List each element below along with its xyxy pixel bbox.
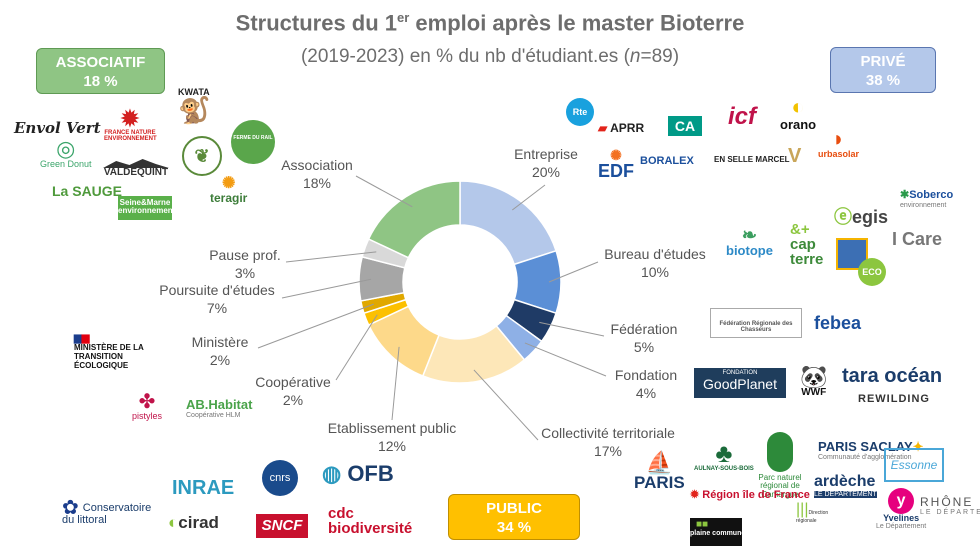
label-cooperative: Coopérative 2% [255,374,331,408]
logo-drieat: |||Direction régionale [796,501,829,524]
logo-ofb: ◍ OFB [322,461,394,486]
logo-wwf: 🐼 WWF [800,364,828,398]
leader-line [548,261,599,283]
logo-orano: ◐ orano [780,94,817,132]
logo-yvelines: y Yvelines Le Département [876,488,926,531]
leader-line [524,342,607,377]
label-association: Association 18% [281,157,353,191]
logo-i-care: I Care [892,229,943,249]
logo-seine-marne: Seine&Marne environnement [118,196,175,220]
logo-conservatoire: ✿ Conservatoire du littoral [62,497,152,526]
leader-line [473,369,539,441]
logo-cirad: ◐cirad [168,513,219,532]
label-poursuite-etudes: Poursuite d'études 7% [159,282,275,316]
label-pause-prof: Pause prof. 3% [209,247,281,281]
logo-icf: icf [728,103,757,130]
leader-line [285,251,377,263]
logo-eco: ECO [858,258,886,286]
logo-nature-leaf: ❦ [182,136,222,176]
logo-vv: V [788,145,802,167]
logo-paris: ⛵ PARIS [634,450,685,492]
logo-febea: febea [814,313,862,333]
logo-envol-vert: Envol Vert [14,119,101,137]
logo-camargue: Parc naturel régional de Camargue [754,432,806,499]
label-ministere: Ministère 2% [191,334,249,368]
logo-egis: ⓔegis [834,207,889,227]
label-bureau-etudes: Bureau d'études 10% [604,246,706,280]
logo-tara-ocean: tara océan [842,365,943,387]
logo-kwata: KWATA 🐒 [178,87,211,126]
logo-soberco: ✱Soberco environnement [900,189,954,209]
logo-ca: CA [668,116,702,136]
logo-boralex: BORALEX [640,155,694,167]
logo-rewilding: REWILDING [858,393,930,405]
logo-idf: ✹ Région île de France [690,489,810,501]
donut-slice-entreprise [459,180,558,266]
label-etablissement-public: Etablissement public 12% [327,420,457,454]
logo-fne: ✹ FRANCE NATURE ENVIRONNEMENT [104,106,157,143]
logo-ministere: ▆▆ MINISTÈRE DE LA TRANSITION ÉCOLOGIQUE [74,333,144,371]
label-fondation: Fondation 4% [614,367,678,401]
logo-essonne: Essonne [884,448,944,482]
badge-prive: PRIVÉ 38 % [830,47,936,93]
leader-line [355,175,413,208]
badge-associatif: ASSOCIATIF 18 % [36,48,165,94]
logo-valdequint: VALDEQUINT [103,158,169,179]
logo-cnrs: cnrs [262,460,298,496]
leader-line [391,346,400,421]
label-collectivite: Collectivité territoriale 17% [541,425,675,459]
chart-title: Structures du 1er emploi après le master… [235,10,745,36]
logo-la-sauge: La SAUGE [52,183,123,199]
logo-solar-panel [836,238,868,270]
logo-inrae: INRAE [172,477,235,499]
donut-slice-association [367,180,461,259]
logo-aulnay: ♣ AULNAY-SOUS-BOIS [694,438,754,472]
chart-subtitle: (2019-2023) en % du nb d'étudiant.es (n=… [300,46,680,67]
leader-line [512,184,546,211]
logo-green-donut: ◎ Green Donut [40,136,92,169]
logo-plaine-commune: ■■ plaine commune [690,518,745,546]
leader-line [257,303,374,349]
logo-cap-terre: &+ cap terre [790,221,824,268]
logo-ferme-du-rail: FERME DU RAIL [231,120,275,164]
logo-edf: ✺ EDF [598,147,634,181]
logo-urbasolar: ◗ urbasolar [818,126,860,159]
logo-aprr: ▰ APRR [598,121,645,135]
leader-line [281,278,372,299]
logo-pistyles: ✤ pistyles [132,391,163,421]
logo-goodplanet: FONDATION GoodPlanet [694,368,786,398]
logo-sncf: SNCF [256,514,308,538]
logo-teragir: ✺ teragir [210,175,248,205]
logo-rte: Rte [566,98,594,126]
leader-line [335,314,378,381]
logo-biotope: ❧ biotope [726,225,773,258]
logo-ardeche: ardèche LE DÉPARTEMENT [814,473,877,499]
logo-ab-habitat: AB.Habitat Coopérative HLM [186,397,253,419]
logo-cdc: cdc biodiversité [328,505,413,537]
label-federation: Fédération 5% [610,321,678,355]
logo-en-selle-marcel: EN SELLE MARCEL [714,155,790,164]
leader-line [539,321,605,337]
badge-public: PUBLIC 34 % [448,494,580,540]
label-entreprise: Entreprise 20% [514,146,578,180]
logo-fed-chasseurs: Fédération Régionale des Chasseurs [710,308,802,338]
